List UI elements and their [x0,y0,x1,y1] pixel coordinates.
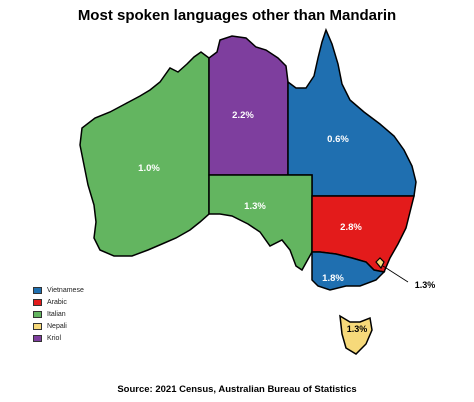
map-title: Most spoken languages other than Mandari… [77,7,397,24]
legend-label: Italian [47,311,66,318]
region-nt [208,35,289,176]
region-vic [311,251,386,291]
value-label-wa: 1.0% [138,163,160,174]
legend-swatch [33,311,42,318]
region-wa [79,51,210,257]
legend-item-arabic: Arabic [33,297,84,308]
legend-item-vietnamese: Vietnamese [33,285,84,296]
source-caption: Source: 2021 Census, Australian Bureau o… [117,384,357,395]
value-label-act: 1.3% [415,280,436,290]
legend-label: Arabic [47,299,67,306]
region-sa [208,174,313,272]
value-label-tas: 1.3% [347,324,368,334]
legend-swatch [33,323,42,330]
legend-label: Kriol [47,335,62,342]
legend-label: Vietnamese [47,287,84,294]
value-label-vic: 1.8% [322,273,344,284]
value-label-nt: 2.2% [232,110,254,121]
region-act [375,257,385,270]
legend-swatch [33,299,42,306]
act-leader-line [382,265,409,283]
legend-swatch [33,335,42,342]
value-label-nsw: 2.8% [340,222,362,233]
region-qld [287,27,417,197]
legend-item-italian: Italian [33,309,84,320]
value-label-sa: 1.3% [244,201,266,212]
legend-item-nepali: Nepali [33,321,84,332]
legend-item-kriol: Kriol [33,333,84,344]
value-label-qld: 0.6% [327,134,349,145]
legend: Vietnamese Arabic Italian Nepali Kriol [33,285,84,345]
legend-swatch [33,287,42,294]
region-tas [339,314,373,355]
legend-label: Nepali [47,323,67,330]
